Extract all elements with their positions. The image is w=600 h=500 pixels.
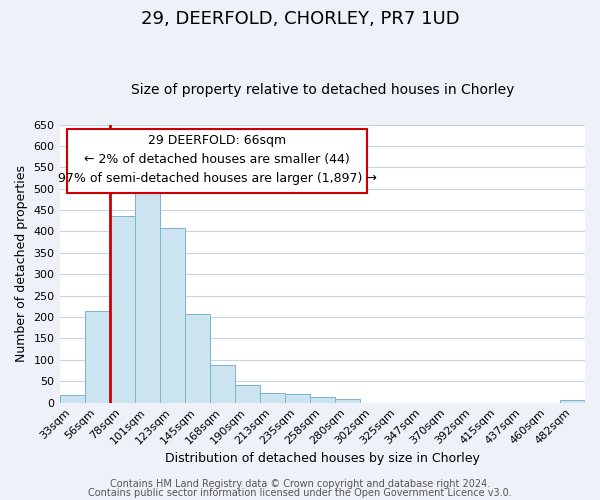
Text: 29, DEERFOLD, CHORLEY, PR7 1UD: 29, DEERFOLD, CHORLEY, PR7 1UD bbox=[140, 10, 460, 28]
Bar bbox=[209, 366, 235, 403]
Bar bbox=[310, 398, 335, 402]
Bar bbox=[235, 386, 260, 402]
Bar bbox=[134, 188, 160, 402]
Bar bbox=[59, 395, 85, 402]
Y-axis label: Number of detached properties: Number of detached properties bbox=[15, 165, 28, 362]
Text: 97% of semi-detached houses are larger (1,897) →: 97% of semi-detached houses are larger (… bbox=[58, 172, 377, 186]
Bar bbox=[335, 399, 360, 402]
Text: ← 2% of detached houses are smaller (44): ← 2% of detached houses are smaller (44) bbox=[85, 153, 350, 166]
Text: Contains HM Land Registry data © Crown copyright and database right 2024.: Contains HM Land Registry data © Crown c… bbox=[110, 479, 490, 489]
Bar bbox=[185, 314, 209, 402]
Bar bbox=[110, 216, 134, 402]
Text: 29 DEERFOLD: 66sqm: 29 DEERFOLD: 66sqm bbox=[148, 134, 286, 147]
Bar bbox=[85, 312, 110, 402]
Bar bbox=[160, 228, 185, 402]
FancyBboxPatch shape bbox=[67, 128, 367, 192]
Bar bbox=[560, 400, 585, 402]
X-axis label: Distribution of detached houses by size in Chorley: Distribution of detached houses by size … bbox=[165, 452, 480, 465]
Title: Size of property relative to detached houses in Chorley: Size of property relative to detached ho… bbox=[131, 83, 514, 97]
Bar bbox=[260, 393, 285, 402]
Text: Contains public sector information licensed under the Open Government Licence v3: Contains public sector information licen… bbox=[88, 488, 512, 498]
Bar bbox=[285, 394, 310, 402]
